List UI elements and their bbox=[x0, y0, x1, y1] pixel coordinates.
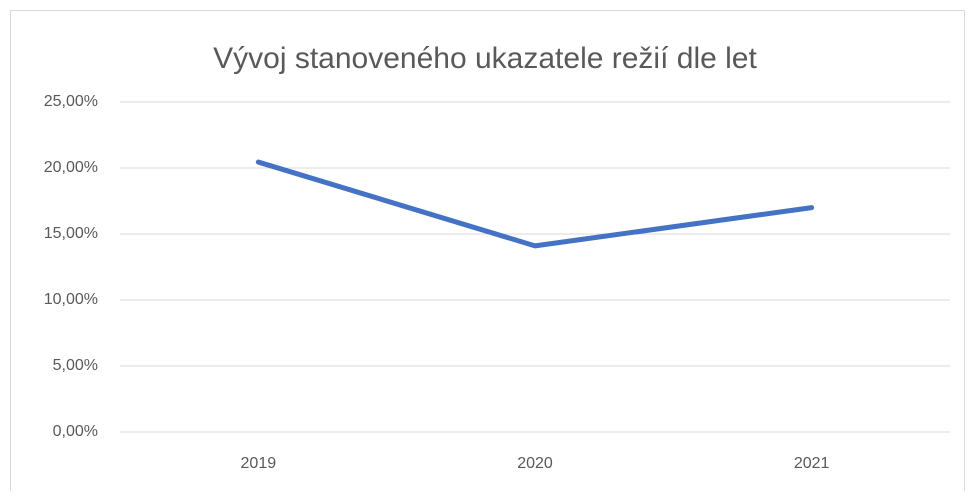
line-series bbox=[255, 159, 815, 249]
x-tick-label: 2019 bbox=[241, 455, 277, 472]
y-tick-label: 15,00% bbox=[44, 225, 98, 242]
y-tick-label: 5,00% bbox=[53, 357, 98, 374]
x-tick-label: 2020 bbox=[517, 455, 553, 472]
x-tick-label: 2021 bbox=[794, 455, 830, 472]
y-tick-label: 25,00% bbox=[44, 93, 98, 110]
chart-border bbox=[10, 10, 965, 496]
y-tick-label: 0,00% bbox=[53, 423, 98, 440]
y-tick-label: 20,00% bbox=[44, 159, 98, 176]
chart-title: Vývoj stanoveného ukazatele režií dle le… bbox=[213, 42, 757, 75]
y-tick-label: 10,00% bbox=[44, 291, 98, 308]
